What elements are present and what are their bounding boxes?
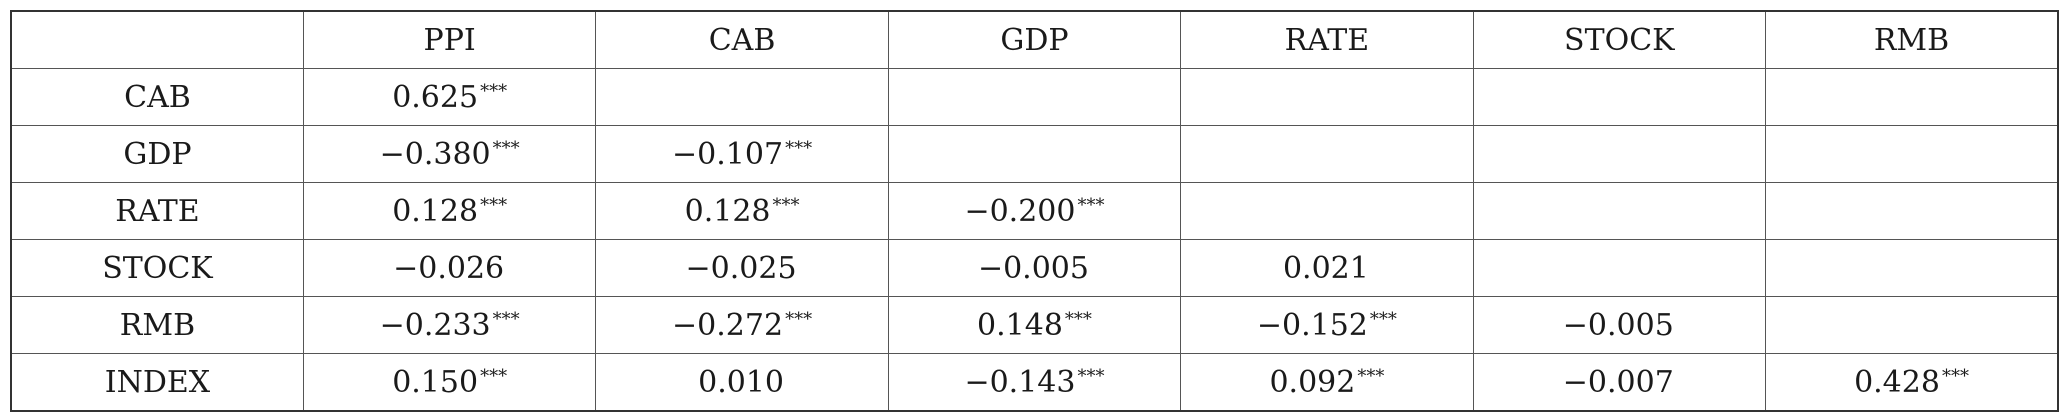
significance-stars: *** bbox=[785, 308, 813, 330]
cell-value: −0.025 bbox=[685, 250, 797, 286]
table-cell: 0.092 *** bbox=[1180, 353, 1474, 412]
table-cell: −0.143 *** bbox=[887, 353, 1182, 412]
column-header-rmb: RMB bbox=[1765, 10, 2059, 69]
row-label: CAB bbox=[10, 68, 304, 126]
table-cell: 0.128 *** bbox=[595, 182, 889, 240]
cell-value: −0.380 bbox=[379, 136, 491, 172]
header-corner bbox=[10, 10, 304, 69]
table-cell: 0.128 *** bbox=[302, 182, 597, 240]
significance-stars: *** bbox=[1369, 308, 1397, 330]
table-cell bbox=[1765, 239, 2059, 297]
table-cell bbox=[595, 68, 889, 126]
table-cell: −0.233 *** bbox=[302, 296, 597, 354]
table-cell: −0.026 bbox=[302, 239, 597, 297]
table-cell: −0.005 bbox=[1472, 296, 1767, 354]
table-cell bbox=[1180, 68, 1474, 126]
table-cell: −0.272 *** bbox=[595, 296, 889, 354]
table-cell bbox=[1472, 125, 1767, 183]
table-cell: −0.380 *** bbox=[302, 125, 597, 183]
cell-value: 0.148 bbox=[977, 307, 1063, 343]
table-row: INDEX 0.150 *** 0.010 −0.143 *** 0.092 *** … bbox=[10, 353, 2059, 412]
significance-stars: *** bbox=[480, 194, 508, 216]
table-cell: 0.021 bbox=[1180, 239, 1474, 297]
cell-value: −0.107 bbox=[672, 136, 784, 172]
table-cell bbox=[1180, 182, 1474, 240]
table-row: STOCK −0.026 −0.025 −0.005 0.021 bbox=[10, 239, 2059, 297]
significance-stars: *** bbox=[1941, 365, 1969, 387]
column-header-ppi: PPI bbox=[302, 10, 597, 69]
table-cell: 0.148 *** bbox=[887, 296, 1182, 354]
cell-value: −0.272 bbox=[672, 307, 784, 343]
significance-stars: *** bbox=[785, 137, 813, 159]
cell-value: −0.005 bbox=[1562, 307, 1674, 343]
significance-stars: *** bbox=[1064, 308, 1092, 330]
cell-value: −0.233 bbox=[379, 307, 491, 343]
significance-stars: *** bbox=[480, 80, 508, 102]
table-cell bbox=[1180, 125, 1474, 183]
row-label: RMB bbox=[10, 296, 304, 354]
cell-value: 0.010 bbox=[698, 364, 784, 400]
row-label: STOCK bbox=[10, 239, 304, 297]
table-cell: −0.005 bbox=[887, 239, 1182, 297]
table-cell: 0.428 *** bbox=[1765, 353, 2059, 412]
cell-value: 0.128 bbox=[392, 193, 479, 229]
significance-stars: *** bbox=[1077, 365, 1105, 387]
cell-value: 0.021 bbox=[1282, 250, 1369, 286]
column-header-stock: STOCK bbox=[1472, 10, 1767, 69]
table-cell: 0.150 *** bbox=[302, 353, 597, 412]
cell-value: −0.200 bbox=[964, 193, 1076, 229]
table-cell: −0.107 *** bbox=[595, 125, 889, 183]
cell-value: 0.150 bbox=[392, 364, 479, 400]
cell-value: −0.007 bbox=[1562, 364, 1674, 400]
cell-value: 0.128 bbox=[684, 193, 771, 229]
table-cell bbox=[1472, 182, 1767, 240]
cell-value: −0.005 bbox=[977, 250, 1089, 286]
table-cell bbox=[887, 68, 1182, 126]
column-header-rate: RATE bbox=[1180, 10, 1474, 69]
table-row: CAB 0.625 *** bbox=[10, 68, 2059, 126]
cell-value: −0.026 bbox=[393, 250, 505, 286]
table-cell: 0.625 *** bbox=[302, 68, 597, 126]
correlation-table-container: PPI CAB GDP RATE STOCK RMB CAB 0.625 *** bbox=[10, 10, 2059, 412]
table-cell bbox=[1472, 68, 1767, 126]
cell-value: 0.625 bbox=[392, 79, 479, 115]
cell-value: 0.092 bbox=[1269, 364, 1356, 400]
cell-value: −0.143 bbox=[964, 364, 1076, 400]
table-row: RATE 0.128 *** 0.128 *** −0.200 *** bbox=[10, 182, 2059, 240]
cell-value: 0.428 bbox=[1854, 364, 1940, 400]
significance-stars: *** bbox=[492, 137, 520, 159]
correlation-table: PPI CAB GDP RATE STOCK RMB CAB 0.625 *** bbox=[10, 10, 2059, 412]
row-label: GDP bbox=[10, 125, 304, 183]
cell-value: −0.152 bbox=[1256, 307, 1368, 343]
table-cell: −0.152 *** bbox=[1180, 296, 1474, 354]
table-cell bbox=[1765, 125, 2059, 183]
header-row: PPI CAB GDP RATE STOCK RMB bbox=[10, 10, 2059, 69]
significance-stars: *** bbox=[1357, 365, 1385, 387]
table-cell bbox=[1765, 182, 2059, 240]
table-cell bbox=[1765, 68, 2059, 126]
significance-stars: *** bbox=[1077, 194, 1105, 216]
table-cell bbox=[1765, 296, 2059, 354]
table-cell bbox=[887, 125, 1182, 183]
significance-stars: *** bbox=[480, 365, 508, 387]
column-header-cab: CAB bbox=[595, 10, 889, 69]
table-row: GDP −0.380 *** −0.107 *** bbox=[10, 125, 2059, 183]
significance-stars: *** bbox=[492, 308, 520, 330]
table-cell: −0.025 bbox=[595, 239, 889, 297]
table-cell: −0.007 bbox=[1472, 353, 1767, 412]
column-header-gdp: GDP bbox=[887, 10, 1182, 69]
table-cell: −0.200 *** bbox=[887, 182, 1182, 240]
table-body: CAB 0.625 *** GDP −0.380 *** −0.107 *** bbox=[10, 68, 2059, 412]
table-cell bbox=[1472, 239, 1767, 297]
table-row: RMB −0.233 *** −0.272 *** 0.148 *** −0.152 *… bbox=[10, 296, 2059, 354]
row-label: RATE bbox=[10, 182, 304, 240]
table-cell: 0.010 bbox=[595, 353, 889, 412]
significance-stars: *** bbox=[772, 194, 800, 216]
row-label: INDEX bbox=[10, 353, 304, 412]
